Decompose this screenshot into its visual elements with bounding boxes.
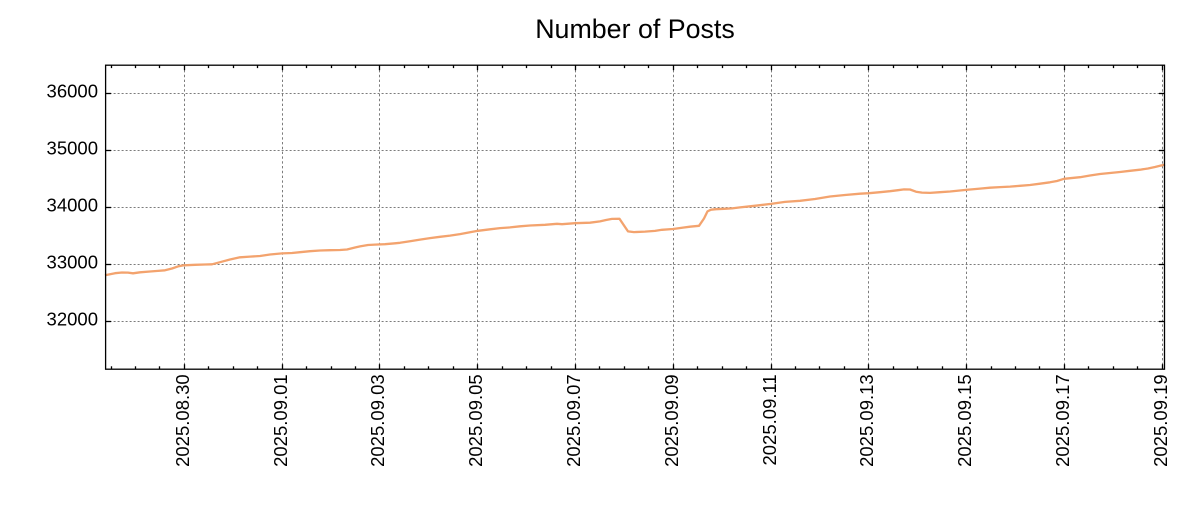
svg-text:2025.09.03: 2025.09.03 (367, 374, 388, 467)
svg-text:2025.09.09: 2025.09.09 (661, 374, 682, 467)
svg-text:35000: 35000 (47, 137, 98, 158)
svg-text:2025.09.11: 2025.09.11 (759, 374, 780, 465)
svg-text:2025.09.01: 2025.09.01 (270, 374, 291, 467)
svg-text:2025.09.07: 2025.09.07 (563, 374, 584, 467)
svg-text:2025.08.30: 2025.08.30 (172, 374, 193, 467)
svg-text:2025.09.17: 2025.09.17 (1052, 374, 1073, 467)
svg-text:36000: 36000 (47, 80, 98, 101)
svg-text:34000: 34000 (47, 194, 98, 215)
svg-text:2025.09.19: 2025.09.19 (1150, 374, 1171, 467)
svg-text:32000: 32000 (47, 308, 98, 329)
svg-text:Number of Posts: Number of Posts (535, 14, 735, 44)
svg-text:2025.09.13: 2025.09.13 (856, 374, 877, 467)
svg-text:33000: 33000 (47, 251, 98, 272)
svg-text:2025.09.05: 2025.09.05 (465, 374, 486, 467)
svg-text:2025.09.15: 2025.09.15 (954, 374, 975, 467)
